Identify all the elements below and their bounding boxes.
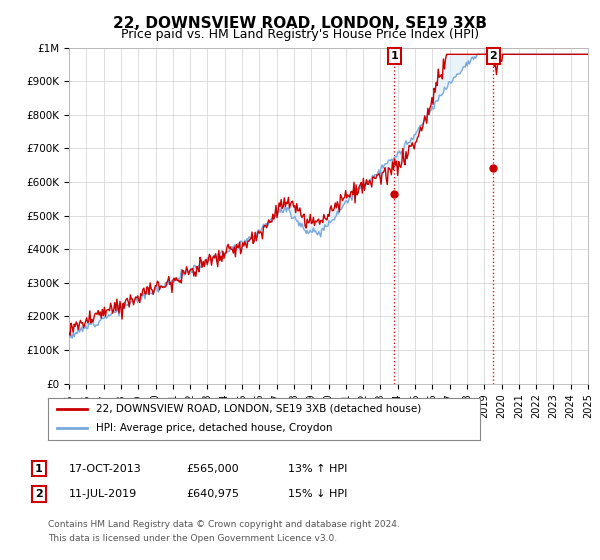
Text: 1: 1 [391, 51, 398, 61]
Text: 2: 2 [35, 489, 43, 499]
Text: 15% ↓ HPI: 15% ↓ HPI [288, 489, 347, 499]
Text: Price paid vs. HM Land Registry's House Price Index (HPI): Price paid vs. HM Land Registry's House … [121, 28, 479, 41]
Text: 22, DOWNSVIEW ROAD, LONDON, SE19 3XB: 22, DOWNSVIEW ROAD, LONDON, SE19 3XB [113, 16, 487, 31]
Text: 17-OCT-2013: 17-OCT-2013 [69, 464, 142, 474]
Text: 11-JUL-2019: 11-JUL-2019 [69, 489, 137, 499]
Text: 1: 1 [35, 464, 43, 474]
Text: Contains HM Land Registry data © Crown copyright and database right 2024.: Contains HM Land Registry data © Crown c… [48, 520, 400, 529]
Text: 2: 2 [490, 51, 497, 61]
Text: £565,000: £565,000 [186, 464, 239, 474]
Text: This data is licensed under the Open Government Licence v3.0.: This data is licensed under the Open Gov… [48, 534, 337, 543]
Text: 22, DOWNSVIEW ROAD, LONDON, SE19 3XB (detached house): 22, DOWNSVIEW ROAD, LONDON, SE19 3XB (de… [95, 404, 421, 414]
Text: 13% ↑ HPI: 13% ↑ HPI [288, 464, 347, 474]
Text: £640,975: £640,975 [186, 489, 239, 499]
Text: HPI: Average price, detached house, Croydon: HPI: Average price, detached house, Croy… [95, 423, 332, 433]
